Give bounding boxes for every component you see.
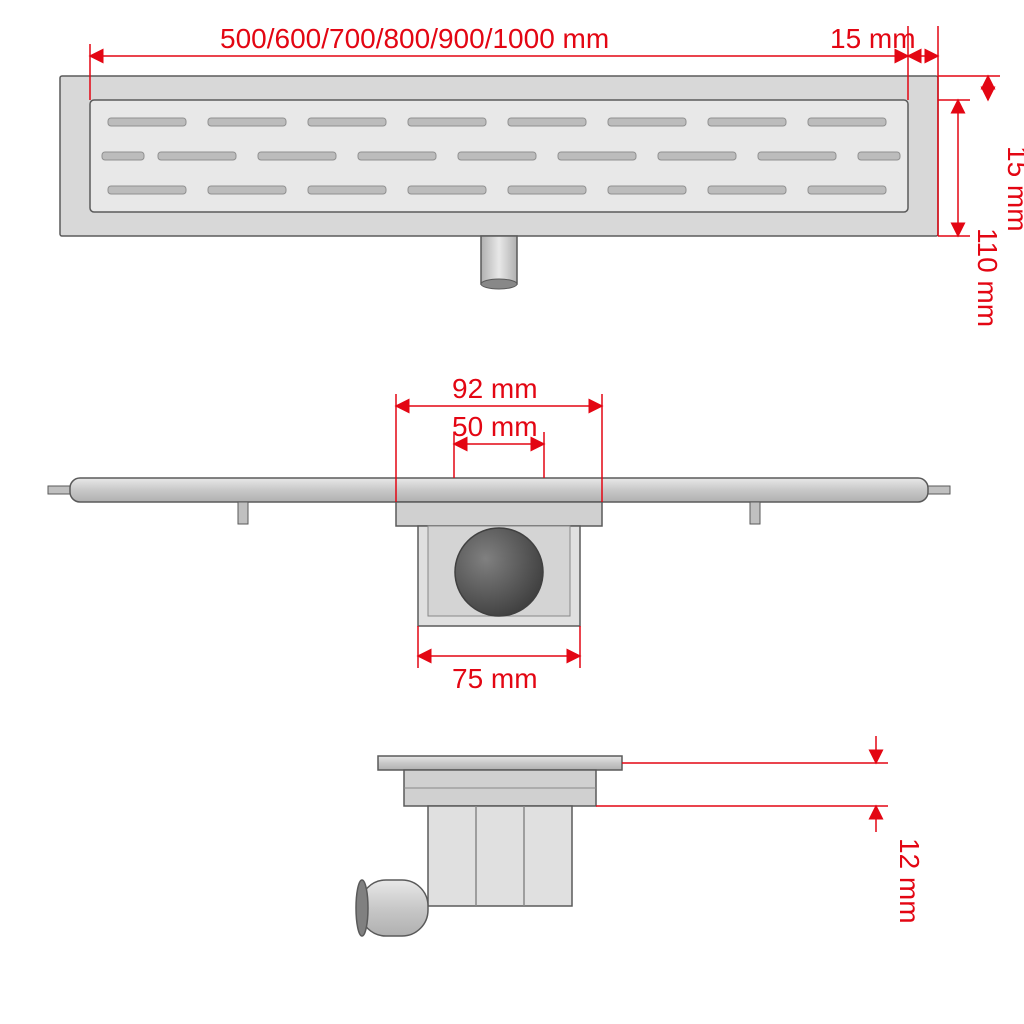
dim-92-label: 92 mm xyxy=(452,373,538,404)
dim-12-label: 12 mm xyxy=(894,838,925,924)
top-view xyxy=(60,76,938,289)
dim-length-label: 500/600/700/800/900/1000 mm xyxy=(220,23,609,54)
dim-flange-w-label: 15 mm xyxy=(830,23,916,54)
dimension-lines-side xyxy=(596,736,888,832)
dim-110-label: 110 mm xyxy=(972,228,1003,327)
cross-section xyxy=(48,478,950,626)
side-view xyxy=(356,756,622,936)
dim-flange-h-label: 15 mm xyxy=(1002,146,1024,232)
dim-50-label: 50 mm xyxy=(452,411,538,442)
dim-75-label: 75 mm xyxy=(452,663,538,694)
